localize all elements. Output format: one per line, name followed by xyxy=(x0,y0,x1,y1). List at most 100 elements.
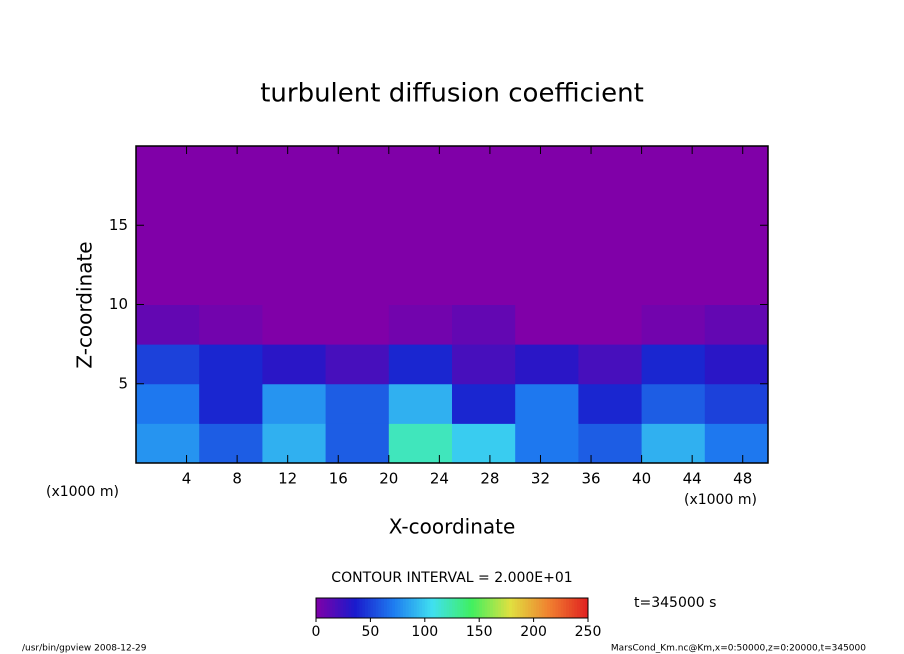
colorbar-tick-label: 250 xyxy=(575,624,602,640)
cell xyxy=(136,423,200,464)
colorbar-swatch xyxy=(343,598,347,618)
cell xyxy=(262,304,327,345)
colorbar-swatch xyxy=(473,598,477,618)
cell xyxy=(578,383,643,424)
colorbar-swatch xyxy=(484,598,488,618)
colorbar-swatch xyxy=(337,598,341,618)
colorbar-swatch xyxy=(408,598,412,618)
cell xyxy=(136,264,200,305)
cell xyxy=(578,304,643,345)
time-label: t=345000 s xyxy=(634,595,716,611)
colorbar-swatch xyxy=(568,598,573,618)
colorbar-swatch xyxy=(384,598,388,618)
cell xyxy=(388,146,453,187)
cell xyxy=(704,423,769,464)
cell xyxy=(578,264,643,305)
colorbar-swatch xyxy=(340,598,344,618)
cell xyxy=(515,225,579,266)
cell xyxy=(578,225,643,266)
colorbar-swatch xyxy=(438,598,442,618)
cell xyxy=(452,304,516,345)
colorbar-tick-label: 50 xyxy=(361,624,379,640)
cell xyxy=(578,146,643,187)
y-axis-label: Z-coordinate xyxy=(73,241,97,368)
colorbar-swatch xyxy=(432,598,437,618)
cell xyxy=(704,225,769,266)
footer-right: MarsCond_Km.nc@Km,x=0:50000,z=0:20000,t=… xyxy=(611,644,866,654)
colorbar-swatch xyxy=(481,598,486,618)
colorbar-swatch xyxy=(544,598,548,618)
colorbar-swatch xyxy=(541,598,545,618)
cell xyxy=(199,383,263,424)
cell xyxy=(388,304,453,345)
cell xyxy=(136,225,200,266)
colorbar-swatch xyxy=(441,598,445,618)
colorbar-swatch xyxy=(454,598,458,618)
colorbar-swatch xyxy=(419,598,423,618)
colorbar-swatch xyxy=(468,598,472,618)
colorbar-swatch xyxy=(566,598,570,618)
cell xyxy=(325,146,390,187)
cell xyxy=(388,185,453,226)
cell xyxy=(515,146,579,187)
cell xyxy=(325,304,390,345)
cell xyxy=(515,383,579,424)
colorbar-swatch xyxy=(422,598,426,618)
colorbar-swatch xyxy=(411,598,415,618)
cell xyxy=(704,344,769,385)
colorbar-swatch xyxy=(321,598,325,618)
colorbar-swatch xyxy=(348,598,352,618)
colorbar-swatch xyxy=(495,598,499,618)
cell xyxy=(452,185,516,226)
cell xyxy=(515,304,579,345)
footer-left: /usr/bin/gpview 2008-12-29 xyxy=(22,644,147,654)
colorbar-swatch xyxy=(547,598,551,618)
colorbar-swatch xyxy=(359,598,363,618)
cell xyxy=(578,185,643,226)
colorbar-swatch xyxy=(335,598,339,618)
colorbar-swatch xyxy=(530,598,534,618)
cell xyxy=(388,264,453,305)
colorbar-tick-label: 0 xyxy=(312,624,321,640)
cell xyxy=(452,423,516,464)
x-tick-label: 40 xyxy=(632,470,651,488)
colorbar-swatch xyxy=(492,598,496,618)
cell xyxy=(452,146,516,187)
y-tick-label: 5 xyxy=(118,374,128,392)
colorbar-swatch xyxy=(367,598,371,618)
colorbar-swatch xyxy=(345,598,350,618)
colorbar-swatch xyxy=(318,598,322,618)
colorbar-swatch xyxy=(577,598,581,618)
colorbar-swatch xyxy=(356,598,360,618)
colorbar-swatch xyxy=(517,598,521,618)
colorbar-tick-label: 150 xyxy=(466,624,493,640)
colorbar-swatch xyxy=(324,598,328,618)
cell xyxy=(136,383,200,424)
colorbar-swatch xyxy=(509,598,513,618)
colorbar-swatch xyxy=(354,598,358,618)
colorbar-tick-label: 100 xyxy=(411,624,438,640)
cell xyxy=(452,264,516,305)
cell xyxy=(641,383,706,424)
colorbar-swatch xyxy=(503,598,507,618)
cell xyxy=(199,344,263,385)
colorbar-swatch xyxy=(500,598,505,618)
colorbar-swatch xyxy=(397,598,401,618)
x-tick-label: 36 xyxy=(581,470,600,488)
colorbar-swatch xyxy=(329,598,333,618)
colorbar-swatch xyxy=(520,598,524,618)
contour-interval: CONTOUR INTERVAL = 2.000E+01 xyxy=(331,570,572,586)
cell xyxy=(262,146,327,187)
x-tick-label: 20 xyxy=(379,470,398,488)
y-unit: (x1000 m) xyxy=(46,484,119,500)
colorbar-swatch xyxy=(487,598,491,618)
cell xyxy=(388,344,453,385)
colorbar-swatch xyxy=(370,598,374,618)
cell xyxy=(704,264,769,305)
colorbar-swatch xyxy=(375,598,379,618)
cell xyxy=(704,383,769,424)
colorbar-swatch xyxy=(539,598,543,618)
colorbar-swatch xyxy=(558,598,562,618)
colorbar-swatch xyxy=(471,598,475,618)
cell xyxy=(325,344,390,385)
